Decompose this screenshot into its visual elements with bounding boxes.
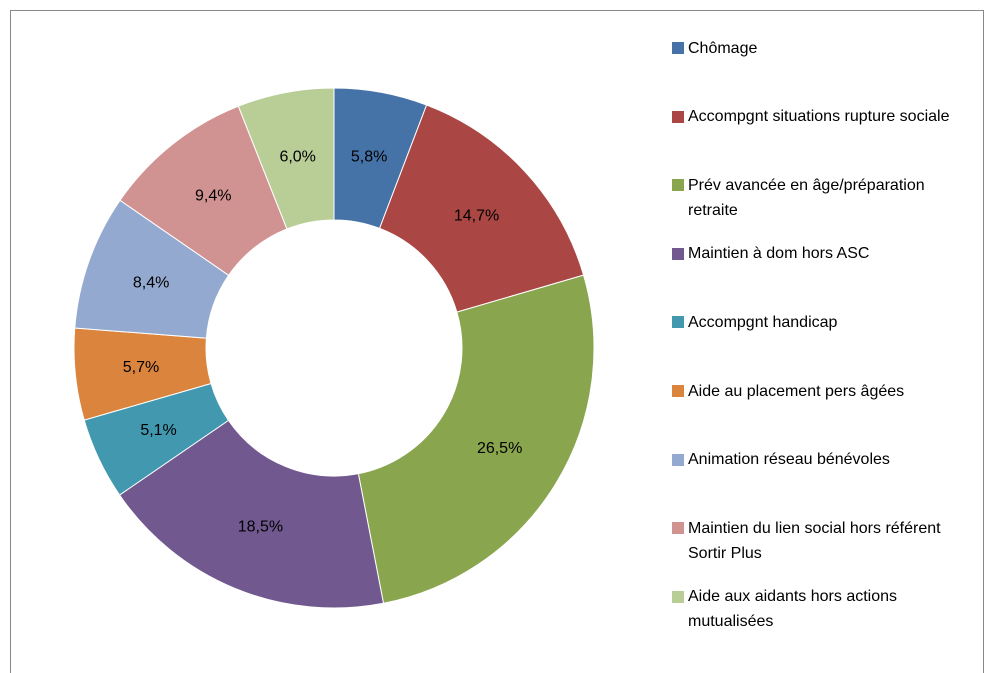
donut-slice xyxy=(237,87,335,230)
chart-border xyxy=(10,10,984,673)
legend-swatch xyxy=(672,590,684,603)
data-label: 5,1% xyxy=(140,422,176,439)
legend-label: Prév avancée en âge/préparation retraite xyxy=(688,176,925,219)
legend-label: Accompgnt situations rupture sociale xyxy=(688,108,950,126)
legend-label: Maintien du lien social hors référent So… xyxy=(688,519,941,562)
data-label: 5,8% xyxy=(351,148,387,165)
legend-swatch xyxy=(672,385,684,397)
legend-swatch xyxy=(672,316,684,329)
legend-swatch xyxy=(672,522,684,535)
legend-swatch xyxy=(672,179,684,192)
legend-label: Accompgnt handicap xyxy=(688,313,838,331)
legend-label: Chômage xyxy=(688,39,758,57)
data-label: 6,0% xyxy=(279,149,315,166)
legend-label: Animation réseau bénévoles xyxy=(688,451,890,469)
donut-slice xyxy=(357,274,595,604)
data-label: 8,4% xyxy=(133,274,169,291)
donut-slice xyxy=(118,419,385,609)
legend-label: Aide au placement pers âgées xyxy=(688,382,905,400)
data-label: 14,7% xyxy=(454,208,499,225)
data-label: 26,5% xyxy=(477,440,522,457)
data-label: 9,4% xyxy=(195,187,231,204)
data-label: 18,5% xyxy=(238,519,283,536)
data-label: 5,7% xyxy=(123,359,159,376)
donut-slice xyxy=(378,104,585,313)
legend-label: Maintien à dom hors ASC xyxy=(688,245,870,263)
legend-swatch xyxy=(672,110,684,123)
legend-swatch xyxy=(672,247,684,260)
legend-swatch xyxy=(672,453,684,466)
legend-swatch xyxy=(672,42,684,54)
legend-label: Aide aux aidants hors actions mutualisée… xyxy=(688,588,898,631)
